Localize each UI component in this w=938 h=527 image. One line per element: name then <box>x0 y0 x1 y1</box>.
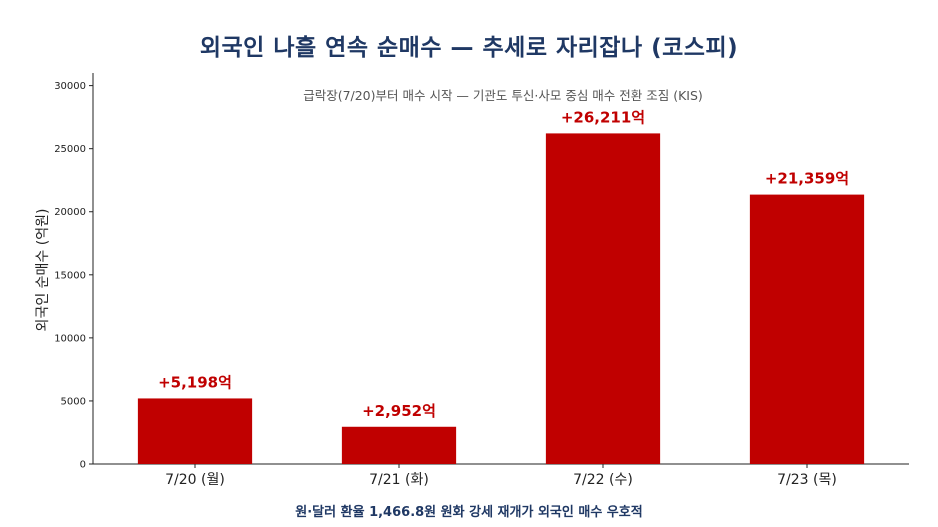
footnote: 원·달러 환율 1,466.8원 원화 강세 재개가 외국인 매수 우호적 <box>295 505 643 520</box>
data-labels: +5,198억 +2,952억 +26,211억 +21,359억 <box>158 108 849 419</box>
chart-title: 외국인 나흘 연속 순매수 — 추세로 자리잡나 (코스피) <box>199 35 739 61</box>
bar <box>749 194 865 464</box>
bar <box>545 133 661 464</box>
y-tick-label: 20000 <box>54 207 86 218</box>
y-tick-label: 25000 <box>54 144 86 155</box>
y-tick-label: 0 <box>80 460 86 471</box>
x-tick-label: 7/22 (수) <box>573 472 633 488</box>
x-tick-label: 7/21 (화) <box>369 472 429 488</box>
data-label: +5,198억 <box>158 373 232 391</box>
x-tick-label: 7/20 (월) <box>165 472 225 488</box>
chart-subtitle: 급락장(7/20)부터 매수 시작 — 기관도 투신·사모 중심 매수 전환 조… <box>303 88 703 103</box>
data-label: +2,952억 <box>362 402 436 420</box>
y-tick-label: 30000 <box>54 81 86 92</box>
data-label: +26,211억 <box>561 108 645 126</box>
x-axis: 7/20 (월) 7/21 (화) 7/22 (수) 7/23 (목) <box>93 463 909 488</box>
bars <box>137 133 865 464</box>
y-tick-label: 5000 <box>61 396 86 407</box>
bar <box>341 426 457 464</box>
y-axis-label: 외국인 순매수 (억원) <box>35 209 51 332</box>
y-axis: 0 5000 10000 15000 20000 25000 30000 <box>54 73 94 471</box>
bar <box>137 398 253 464</box>
y-tick-label: 15000 <box>54 270 86 281</box>
x-tick-label: 7/23 (목) <box>777 472 837 488</box>
data-label: +21,359억 <box>765 170 849 188</box>
y-tick-label: 10000 <box>54 333 86 344</box>
